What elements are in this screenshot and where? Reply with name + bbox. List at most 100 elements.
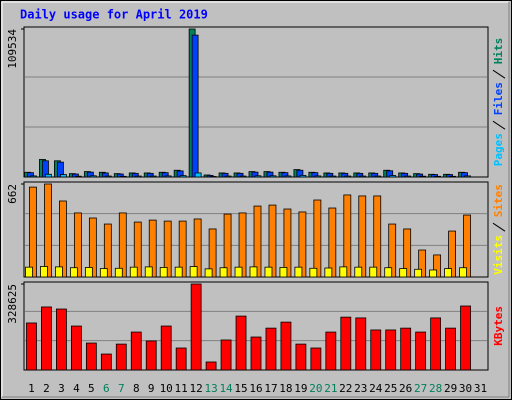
bar [88, 217, 97, 278]
bar [25, 266, 33, 278]
bar [268, 204, 277, 278]
bar [374, 175, 382, 178]
bar [209, 176, 217, 178]
bar [60, 174, 67, 178]
y-tick-label: 328625 [6, 284, 19, 324]
bar [433, 254, 442, 278]
bar [133, 221, 142, 278]
bar [55, 266, 63, 278]
bar [415, 331, 427, 371]
bar [118, 212, 127, 278]
x-tick-label: 21 [324, 382, 337, 395]
legend: KBytes [492, 306, 505, 346]
x-tick-label: 22 [339, 382, 352, 395]
legend-separator [492, 222, 506, 232]
bar [235, 315, 247, 371]
bar [354, 266, 363, 278]
x-tick-label: 28 [429, 382, 442, 395]
x-tick-label: 27 [414, 382, 427, 395]
bar [238, 212, 247, 278]
bar [204, 268, 213, 278]
bar [359, 175, 367, 178]
bar [84, 267, 93, 278]
bar [404, 175, 412, 178]
legend-entry: Hits [492, 38, 505, 65]
bar [44, 183, 52, 278]
bar [295, 343, 307, 371]
bar [324, 267, 333, 278]
bar [449, 175, 456, 178]
x-tick-label: 19 [294, 382, 307, 395]
bar [385, 329, 397, 371]
bar [329, 175, 337, 178]
bar [74, 175, 82, 178]
x-tick-label: 12 [190, 382, 203, 395]
bar [310, 347, 322, 371]
x-tick-label: 23 [354, 382, 367, 395]
bar [344, 175, 352, 178]
legend: Pages Files Hits [492, 38, 506, 166]
x-tick-label: 8 [133, 382, 140, 395]
bar [115, 343, 127, 371]
bar [298, 211, 307, 278]
bar [399, 268, 408, 278]
bar [325, 331, 337, 371]
bar [220, 339, 232, 371]
legend: Visits Sites [492, 184, 506, 275]
x-tick-label: 20 [309, 382, 322, 395]
bar [59, 200, 67, 278]
bar [388, 223, 397, 278]
x-tick-label: 5 [88, 382, 95, 395]
bar [159, 267, 168, 278]
bar [145, 340, 157, 371]
bar [343, 194, 352, 278]
bar [100, 353, 112, 371]
legend-entry: Pages [492, 133, 505, 166]
bar [339, 266, 348, 278]
bar [414, 268, 423, 278]
bar [294, 266, 303, 278]
x-tick-label: 2 [43, 382, 50, 395]
bar [373, 195, 382, 278]
bar [26, 322, 37, 371]
bar [40, 266, 48, 278]
bar [358, 195, 367, 278]
bar [355, 317, 367, 371]
bar [309, 267, 318, 278]
bar [69, 267, 78, 278]
bar [459, 267, 467, 278]
bar [223, 213, 232, 278]
bar [283, 208, 292, 278]
bar [340, 316, 352, 371]
bar [130, 331, 142, 371]
bar [148, 219, 157, 278]
legend-entry: KBytes [492, 306, 505, 346]
bar [104, 175, 112, 178]
x-tick-label: 6 [103, 382, 110, 395]
bar [134, 175, 142, 178]
x-tick-label: 11 [175, 382, 188, 395]
bar [460, 305, 471, 371]
x-tick-label: 29 [444, 382, 457, 395]
bar [328, 207, 337, 278]
bar [219, 267, 228, 278]
bar [313, 199, 322, 278]
bar [99, 268, 108, 278]
x-tick-label: 14 [219, 382, 233, 395]
x-tick-label: 18 [279, 382, 292, 395]
bar [370, 329, 382, 371]
bar [418, 249, 427, 278]
bar [434, 175, 442, 178]
x-tick-label: 1 [28, 382, 35, 395]
x-tick-label: 15 [234, 382, 247, 395]
bar [30, 175, 37, 178]
bar [194, 172, 202, 178]
bar [29, 186, 37, 278]
bar [400, 327, 412, 371]
bar [403, 228, 412, 278]
bar [419, 175, 427, 178]
x-tick-label: 17 [264, 382, 277, 395]
bar [239, 175, 247, 178]
bar [264, 266, 273, 278]
bar [144, 266, 153, 278]
